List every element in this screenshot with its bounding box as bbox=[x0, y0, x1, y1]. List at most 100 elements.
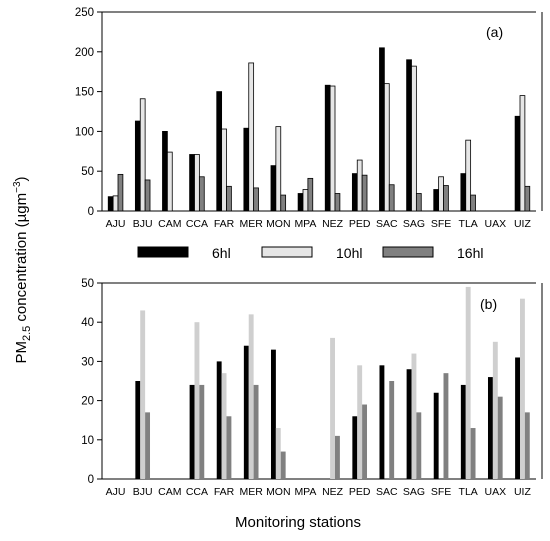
bar bbox=[107, 196, 114, 212]
bar bbox=[194, 322, 200, 479]
x-tick-label: UAX bbox=[485, 486, 507, 498]
x-tick-label: SAC bbox=[376, 486, 398, 498]
bar bbox=[361, 174, 368, 212]
bar bbox=[248, 62, 255, 212]
panel-label: (b) bbox=[480, 296, 497, 312]
x-tick-label: SFE bbox=[431, 486, 451, 498]
y-axis-title-subscript: 2.5 bbox=[21, 326, 33, 341]
x-tick-label: AJU bbox=[106, 218, 126, 230]
bar bbox=[248, 314, 254, 479]
bar bbox=[487, 377, 493, 479]
bar bbox=[465, 286, 471, 479]
bar bbox=[253, 384, 259, 479]
x-tick-label: MPA bbox=[294, 486, 316, 498]
x-tick-label: CAM bbox=[158, 218, 181, 230]
legend-swatch-10hl bbox=[261, 246, 313, 258]
bar bbox=[352, 416, 358, 479]
bar bbox=[433, 189, 440, 212]
bar bbox=[253, 187, 259, 212]
bar bbox=[443, 185, 449, 212]
bar bbox=[275, 126, 282, 212]
y-tick-label: 50 bbox=[81, 278, 94, 290]
bar bbox=[415, 193, 422, 212]
x-tick-label: SAG bbox=[403, 486, 425, 498]
bar bbox=[356, 159, 363, 212]
x-tick-label: PED bbox=[349, 486, 371, 498]
bar bbox=[497, 396, 503, 479]
x-tick-label: CAM bbox=[158, 486, 181, 498]
y-axis-title: PM2.5 concentration (µgm−3) bbox=[12, 176, 33, 363]
y-tick-label: 250 bbox=[75, 7, 94, 19]
panel-label: (a) bbox=[486, 24, 503, 40]
bar bbox=[379, 365, 385, 479]
x-tick-label: SFE bbox=[431, 218, 451, 230]
legend: 6hl 10hl 16hl bbox=[137, 245, 483, 261]
x-tick-label: BJU bbox=[133, 218, 153, 230]
legend-label-16hl: 16hl bbox=[457, 245, 483, 261]
bar bbox=[297, 193, 304, 212]
bar bbox=[519, 95, 526, 212]
x-tick-label: NEZ bbox=[322, 218, 344, 230]
bar bbox=[362, 404, 368, 479]
y-tick-label: 200 bbox=[75, 47, 94, 59]
bar bbox=[221, 128, 227, 212]
bar bbox=[492, 341, 498, 479]
bar bbox=[438, 176, 444, 212]
y-tick-label: 10 bbox=[81, 435, 94, 447]
bar bbox=[139, 98, 146, 212]
bar bbox=[280, 194, 287, 212]
bar bbox=[389, 381, 395, 479]
bar bbox=[144, 179, 151, 212]
x-tick-label: SAG bbox=[403, 218, 425, 230]
bar bbox=[357, 365, 363, 479]
y-axis-title-superscript: −3 bbox=[12, 181, 23, 193]
bar bbox=[470, 428, 476, 479]
x-tick-label: FAR bbox=[214, 218, 235, 230]
x-tick-label: MON bbox=[266, 486, 291, 498]
y-tick-label: 100 bbox=[75, 126, 94, 138]
bar bbox=[351, 173, 358, 212]
x-tick-label: CCA bbox=[186, 486, 208, 498]
bar bbox=[226, 416, 232, 479]
bar bbox=[198, 176, 205, 212]
bar bbox=[379, 47, 385, 212]
bar bbox=[383, 83, 390, 212]
x-tick-label: PED bbox=[349, 218, 371, 230]
bar bbox=[226, 185, 232, 212]
x-tick-label: TLA bbox=[459, 218, 478, 230]
bar bbox=[411, 353, 417, 479]
bar bbox=[189, 154, 195, 212]
y-tick-label: 30 bbox=[81, 356, 94, 368]
bar bbox=[514, 115, 521, 212]
x-tick-label: FAR bbox=[214, 486, 235, 498]
bar bbox=[194, 154, 200, 212]
bar bbox=[189, 384, 195, 479]
y-tick-label: 0 bbox=[88, 206, 94, 218]
chart-panel-b: 0 10 20 30 40 50 AJU BJU CAM CCA FAR MER MON MPA NEZ PE… bbox=[81, 278, 543, 498]
bar bbox=[302, 189, 309, 212]
bar bbox=[135, 381, 141, 479]
x-tick-label: UAX bbox=[485, 218, 507, 230]
x-tick-label: BJU bbox=[133, 486, 153, 498]
y-tick-label: 50 bbox=[81, 166, 94, 178]
x-axis-title: Monitoring stations bbox=[235, 514, 361, 531]
bar bbox=[199, 384, 205, 479]
bar bbox=[324, 84, 331, 212]
legend-swatch-6hl bbox=[137, 246, 189, 258]
bar bbox=[416, 412, 422, 479]
bar bbox=[270, 349, 276, 479]
bar bbox=[460, 384, 466, 479]
y-tick-label: 40 bbox=[81, 317, 94, 329]
x-tick-label: MON bbox=[266, 218, 291, 230]
bar bbox=[166, 151, 173, 212]
bar bbox=[280, 451, 286, 479]
bar bbox=[162, 130, 168, 212]
bar bbox=[330, 337, 336, 479]
bar bbox=[307, 177, 314, 212]
x-tick-label: MER bbox=[240, 218, 264, 230]
bar bbox=[275, 428, 281, 479]
bar bbox=[515, 357, 520, 479]
bar bbox=[270, 165, 277, 212]
bar bbox=[524, 185, 531, 212]
